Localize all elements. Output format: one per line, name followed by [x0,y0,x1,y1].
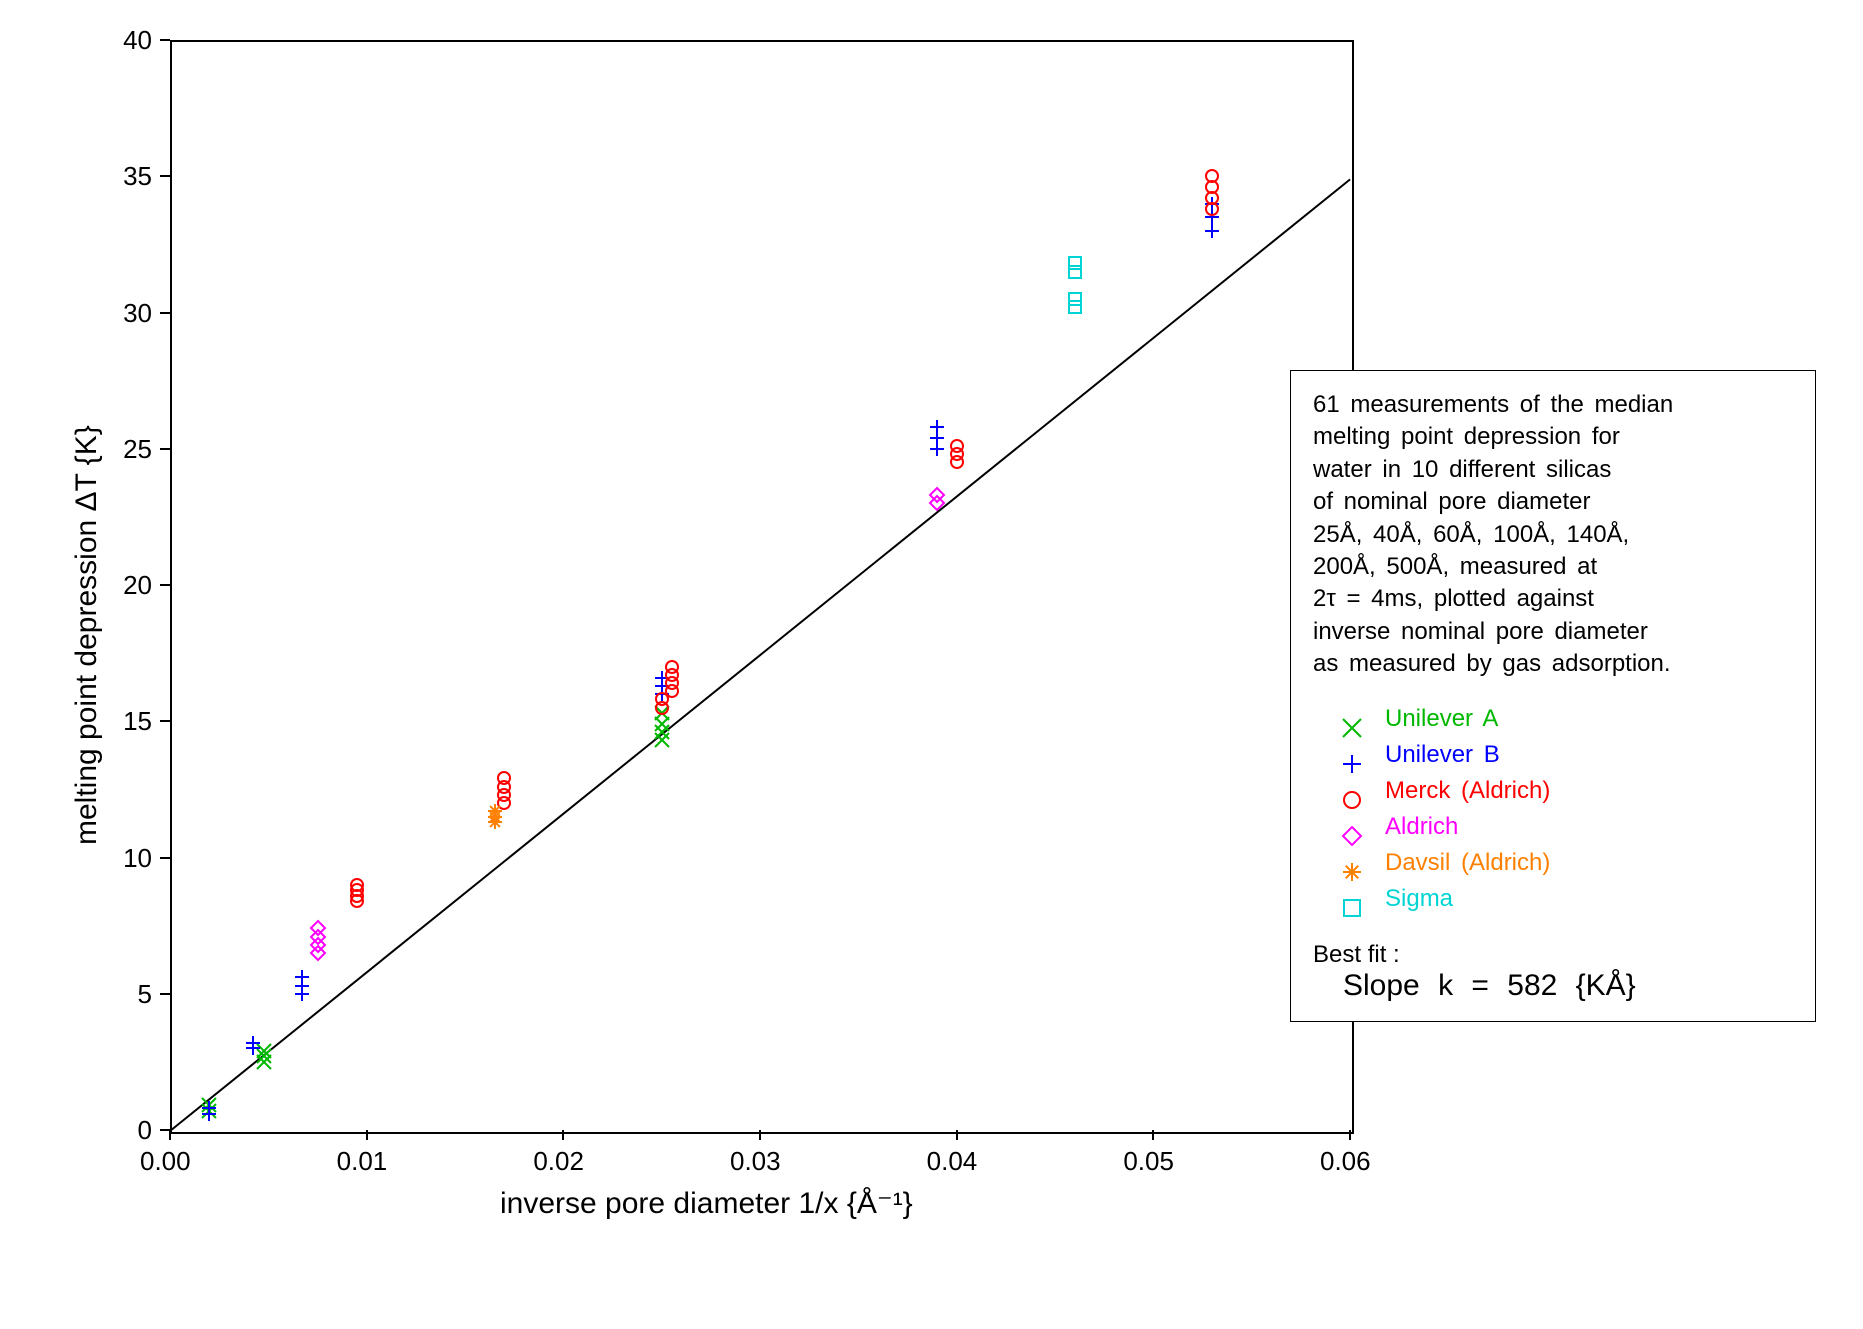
legend-row: Davsil (Aldrich) [1313,845,1793,881]
y-tick [160,312,170,314]
y-tick-label: 35 [123,161,152,192]
x-tick [366,1130,368,1140]
y-tick [160,720,170,722]
y-tick [160,448,170,450]
legend-row: Merck (Aldrich) [1313,773,1793,809]
legend-row: Unilever A [1313,701,1793,737]
y-tick-label: 30 [123,298,152,329]
info-line: 2τ = 4ms, plotted against [1313,583,1793,615]
y-tick [160,39,170,41]
y-tick-label: 40 [123,25,152,56]
x-tick-label: 0.01 [337,1146,388,1177]
info-line: inverse nominal pore diameter [1313,616,1793,648]
x-tick [759,1130,761,1140]
info-line: as measured by gas adsorption. [1313,648,1793,680]
legend-label: Merck (Aldrich) [1385,777,1550,805]
y-tick [160,584,170,586]
scatter-plot-area [170,40,1354,1134]
info-line: water in 10 different silicas [1313,454,1793,486]
legend-label: Davsil (Aldrich) [1385,849,1550,877]
x-axis-label: inverse pore diameter 1/x {Å⁻¹} [500,1186,913,1221]
legend-label: Sigma [1385,885,1453,913]
y-axis-label: melting point depression ΔT {K} [70,425,104,845]
legend-label: Unilever B [1385,741,1500,769]
info-description: 61 measurements of the medianmelting poi… [1313,389,1793,681]
x-tick-label: 0.05 [1123,1146,1174,1177]
y-tick [160,175,170,177]
legend-row: Sigma [1313,881,1793,917]
x-tick [956,1130,958,1140]
x-tick [1152,1130,1154,1140]
legend-label: Aldrich [1385,813,1458,841]
info-line: melting point depression for [1313,421,1793,453]
y-tick-label: 5 [138,979,152,1010]
legend-label: Unilever A [1385,705,1498,733]
y-tick-label: 0 [138,1115,152,1146]
info-line: of nominal pore diameter [1313,486,1793,518]
info-line: 61 measurements of the median [1313,389,1793,421]
info-line: 25Å, 40Å, 60Å, 100Å, 140Å, [1313,519,1793,551]
x-tick-label: 0.04 [927,1146,978,1177]
y-tick [160,993,170,995]
info-box: 61 measurements of the medianmelting poi… [1290,370,1816,1022]
x-tick [562,1130,564,1140]
info-line: 200Å, 500Å, measured at [1313,551,1793,583]
y-tick-label: 15 [123,706,152,737]
best-fit-label: Best fit : [1313,941,1793,969]
x-tick-label: 0.06 [1320,1146,1371,1177]
y-tick-label: 25 [123,434,152,465]
x-tick-label: 0.03 [730,1146,781,1177]
x-tick [1349,1130,1351,1140]
legend-row: Unilever B [1313,737,1793,773]
best-fit-slope: Slope k = 582 {KÅ} [1343,969,1793,1003]
y-tick [160,857,170,859]
legend: Unilever A Unilever B Merck (Aldrich) Aldri… [1313,701,1793,917]
legend-row: Aldrich [1313,809,1793,845]
x-tick-label: 0.02 [533,1146,584,1177]
y-tick-label: 10 [123,843,152,874]
y-tick-label: 20 [123,570,152,601]
x-tick-label: 0.00 [140,1146,191,1177]
